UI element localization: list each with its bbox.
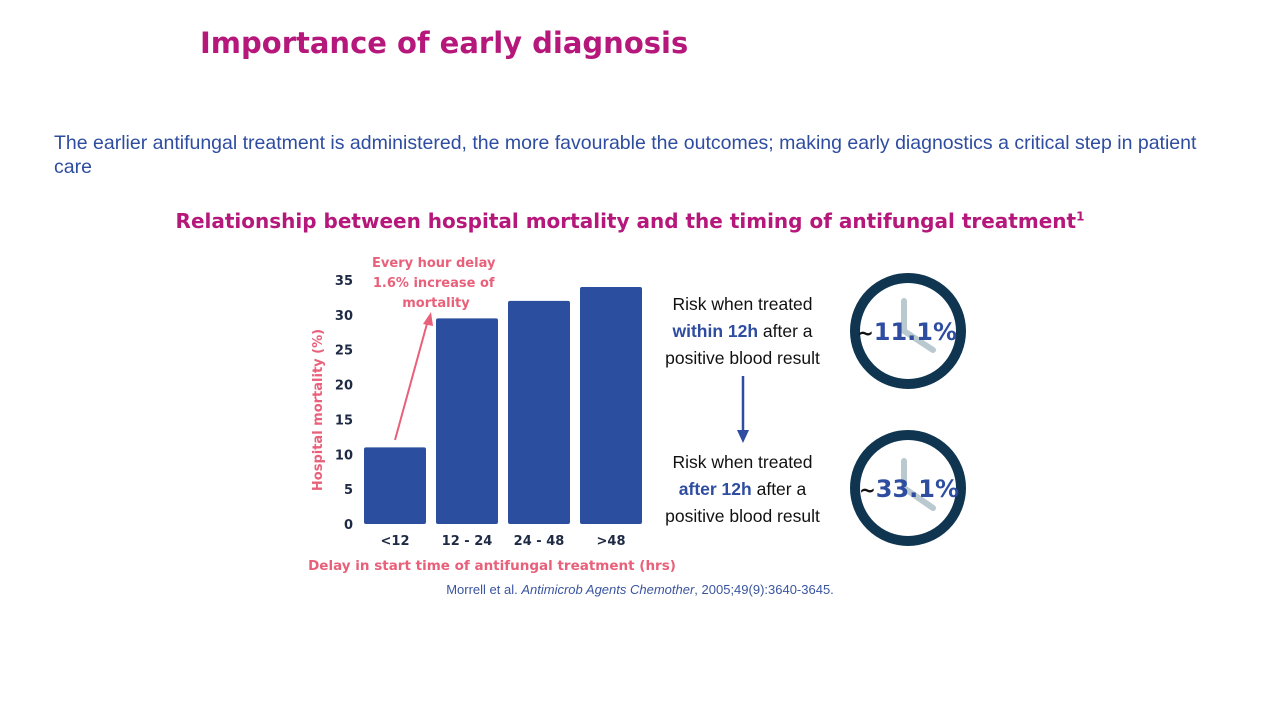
chart-title-text: Relationship between hospital mortality … bbox=[175, 209, 1077, 233]
x-tick-label: 24 - 48 bbox=[514, 534, 565, 549]
risk-after-line3: positive blood result bbox=[665, 506, 820, 526]
risk-value-after: ~33.1% bbox=[859, 475, 959, 503]
y-tick-label: 25 bbox=[335, 344, 353, 359]
risk-after-suffix: after a bbox=[756, 479, 807, 499]
x-tick-label: <12 bbox=[381, 534, 410, 549]
risk-within-line2: within 12h after a bbox=[640, 318, 845, 345]
risk-within-line1: Risk when treated bbox=[672, 294, 813, 314]
reference-citation: Morrell et al. Antimicrob Agents Chemoth… bbox=[0, 582, 1280, 597]
bar-0 bbox=[364, 447, 426, 524]
x-tick-label: 12 - 24 bbox=[442, 534, 493, 549]
bar-1 bbox=[436, 318, 498, 524]
clock-icon bbox=[850, 273, 966, 389]
annotation-text: Every hour delay 1.6% increase of mortal… bbox=[372, 256, 500, 311]
y-tick-label: 15 bbox=[335, 413, 353, 428]
x-axis-label: Delay in start time of antifungal treatm… bbox=[308, 558, 676, 574]
page-title: Importance of early diagnosis bbox=[200, 26, 689, 60]
bars-layer bbox=[364, 286, 642, 524]
risk-within-suffix: after a bbox=[762, 321, 813, 341]
risk-value-within: ~11.1% bbox=[857, 318, 957, 346]
risk-within-highlight: within 12h bbox=[672, 321, 759, 341]
y-tick-labels: 0 5 10 15 20 25 30 35 bbox=[335, 274, 353, 533]
y-tick-label: 0 bbox=[344, 518, 353, 533]
y-tick-label: 5 bbox=[344, 483, 353, 498]
chart-title: Relationship between hospital mortality … bbox=[0, 209, 1260, 233]
x-tick-labels: <12 12 - 24 24 - 48 >48 bbox=[381, 534, 626, 549]
reference-authors: Morrell et al. bbox=[446, 582, 518, 597]
reference-journal: Antimicrob Agents Chemother bbox=[521, 582, 695, 597]
risk-within-line3: positive blood result bbox=[665, 348, 820, 368]
y-axis-label: Hospital mortality (%) bbox=[311, 329, 326, 491]
y-tick-label: 30 bbox=[335, 309, 353, 324]
y-tick-label: 10 bbox=[335, 448, 353, 463]
risk-after-highlight: after 12h bbox=[678, 479, 752, 499]
annotation-arrow bbox=[394, 312, 433, 441]
bar-2 bbox=[508, 300, 570, 524]
risk-after-line2: after 12h after a bbox=[640, 476, 845, 503]
chart-title-footnote: 1 bbox=[1076, 209, 1085, 224]
y-tick-label: 20 bbox=[335, 379, 353, 394]
reference-details: , 2005;49(9):3640-3645. bbox=[694, 582, 834, 597]
y-tick-label: 35 bbox=[335, 274, 353, 289]
bar-3 bbox=[580, 286, 642, 524]
arrow-down-icon bbox=[737, 376, 749, 443]
risk-within-text: Risk when treated within 12h after a pos… bbox=[640, 291, 845, 372]
risk-after-text: Risk when treated after 12h after a posi… bbox=[640, 449, 845, 530]
intro-text: The earlier antifungal treatment is admi… bbox=[54, 132, 1197, 178]
risk-after-line1: Risk when treated bbox=[672, 452, 813, 472]
clock-icon bbox=[850, 430, 966, 546]
x-tick-label: >48 bbox=[597, 534, 626, 549]
